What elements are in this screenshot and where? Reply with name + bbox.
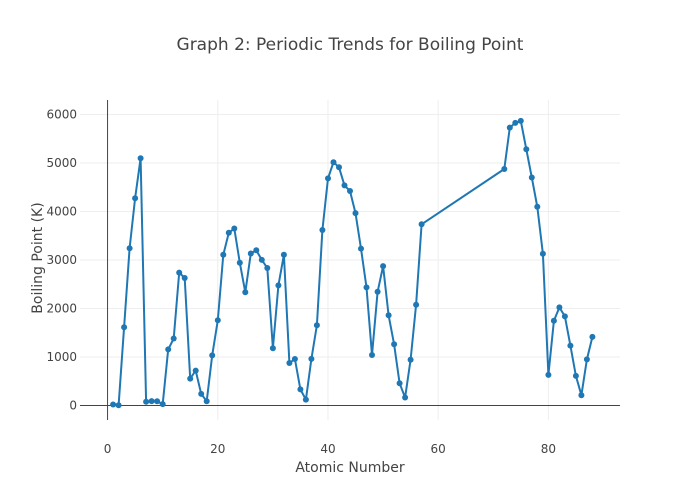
data-point [176,269,183,276]
data-point [572,372,579,379]
data-point [286,360,293,366]
data-point [308,355,315,362]
data-point [198,390,205,397]
data-point [291,356,298,362]
data-point [512,119,519,126]
y-tick-label-0: 0 [69,398,77,412]
data-point [545,371,552,378]
data-point [253,247,260,254]
data-point [534,203,541,210]
data-point [583,356,590,363]
data-point [528,174,535,181]
data-point [523,146,530,153]
data-point [165,346,172,353]
data-point [561,313,568,320]
data-point [115,402,122,409]
data-point [396,380,403,387]
data-point [374,288,381,295]
data-point [220,251,227,258]
chart-title: Graph 2: Periodic Trends for Boiling Poi… [177,35,524,55]
y-tick-label-2: 2000 [46,301,77,315]
data-point [550,317,557,324]
y-tick-label-3: 3000 [46,253,77,267]
series [110,117,596,409]
data-point [242,289,249,296]
data-point [231,225,238,232]
x-tick-label-4: 80 [541,442,556,456]
data-point [247,250,254,257]
tick-labels: 0 1000 2000 3000 4000 5000 6000 0 20 40 60 80 [46,108,556,456]
data-point [269,345,276,352]
data-point [319,227,326,233]
data-point [363,284,370,291]
data-point [556,304,563,311]
y-tick-label-6: 6000 [46,108,77,122]
data-point [501,166,508,172]
data-point [275,282,282,289]
data-point [506,124,513,131]
data-point [567,342,574,349]
data-point [126,245,133,252]
data-point [391,341,398,348]
data-point [413,301,420,308]
x-tick-label-1: 20 [210,442,225,456]
data-point [258,256,265,263]
data-point [578,392,585,399]
data-point [181,275,188,281]
data-point [302,396,309,403]
data-point [325,175,331,182]
data-point [132,195,139,202]
x-tick-label-2: 40 [320,442,335,456]
data-point [358,245,364,252]
data-point [225,229,232,236]
data-point [209,352,216,359]
y-tick-label-1: 1000 [46,350,77,364]
data-point [148,398,155,405]
series-line-0 [112,119,594,407]
data-point [385,312,392,319]
data-point [214,317,221,324]
data-point [203,398,210,405]
data-point [121,324,128,331]
data-point [341,182,348,189]
data-point [347,188,353,194]
data-point [187,375,194,382]
data-point [402,394,409,401]
x-tick-label-3: 60 [431,442,446,456]
x-axis-label: Atomic Number [295,460,405,476]
data-point [352,210,359,217]
data-point [280,251,287,258]
data-point [336,164,342,171]
grid-lines [80,100,620,420]
data-point [517,117,524,124]
x-tick-label-0: 0 [104,442,112,456]
y-tick-label-5: 5000 [46,156,77,170]
data-point [110,401,117,408]
data-point [170,335,177,342]
data-point [137,155,144,162]
data-point [192,367,199,374]
data-point [418,221,425,228]
y-axis-label: Boiling Point (K) [30,202,46,313]
data-point [380,263,387,270]
data-point [313,322,320,329]
data-point [143,398,150,405]
y-tick-label-4: 4000 [46,205,77,219]
data-point [539,250,546,257]
data-point [369,352,375,358]
data-point [159,401,166,408]
data-point [154,398,161,405]
data-point [297,386,304,393]
data-point [589,333,596,340]
data-point [236,259,243,266]
data-point [264,265,271,271]
axes [80,100,620,420]
data-point [407,356,414,363]
data-point [330,159,337,166]
